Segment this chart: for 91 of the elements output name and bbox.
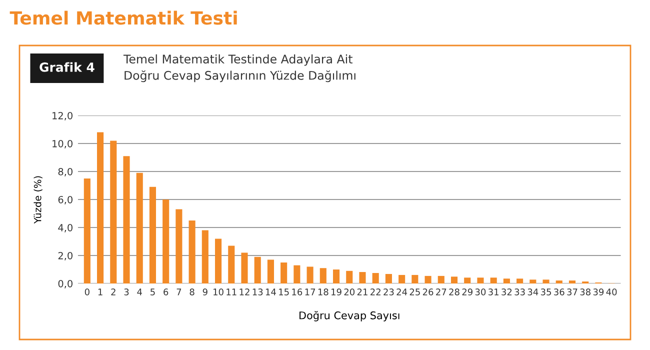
- bar: [228, 246, 235, 284]
- x-tick-label: 9: [202, 288, 208, 296]
- bar: [477, 278, 484, 284]
- bar: [320, 268, 326, 284]
- x-tick-label: 27: [436, 288, 446, 296]
- bar: [542, 280, 550, 284]
- x-tick-label: 1: [98, 288, 102, 296]
- bar: [294, 265, 300, 284]
- x-tick-label: 34: [528, 288, 538, 296]
- bar: [346, 270, 353, 284]
- bar: [464, 278, 471, 284]
- x-tick-label: 13: [252, 288, 263, 296]
- bar: [254, 256, 261, 284]
- x-tick-label: 16: [292, 288, 302, 296]
- x-tick-label: 40: [606, 288, 617, 296]
- x-tick-label: 24: [396, 288, 408, 296]
- bar: [136, 172, 143, 284]
- bar: [110, 140, 117, 284]
- y-tick-label: 4,0: [58, 224, 72, 232]
- x-tick-label: 7: [176, 288, 182, 296]
- x-tick-label: 14: [266, 288, 276, 296]
- x-tick-label: 8: [190, 288, 194, 296]
- x-tick-label: 35: [540, 288, 551, 296]
- bar: [306, 266, 314, 284]
- bar: [202, 230, 208, 284]
- x-tick-label: 17: [305, 288, 316, 296]
- x-tick-label: 10: [214, 288, 224, 296]
- bar: [84, 178, 90, 284]
- bar: [424, 276, 432, 284]
- x-tick-label: 25: [410, 288, 420, 296]
- x-tick-label: 11: [226, 288, 236, 296]
- bar: [267, 260, 274, 284]
- bar: [188, 220, 196, 284]
- y-tick-label: 10,0: [52, 140, 72, 148]
- x-tick-label: 3: [124, 288, 129, 296]
- bar: [516, 278, 524, 284]
- x-tick-label: 18: [318, 288, 328, 296]
- x-tick-label: 33: [514, 288, 525, 296]
- bar: [450, 276, 458, 284]
- x-tick-label: 29: [462, 288, 472, 296]
- x-tick-label: 21: [357, 288, 368, 296]
- x-tick-label: 32: [502, 288, 512, 296]
- x-tick-label: 30: [475, 288, 486, 296]
- x-axis-title: Doğru Cevap Sayısı: [300, 310, 400, 322]
- bar: [438, 276, 444, 284]
- bar: [530, 280, 536, 284]
- bar: [503, 278, 510, 284]
- y-tick-label: 12,0: [52, 112, 72, 120]
- x-tick-label: 15: [279, 288, 289, 296]
- bar: [556, 280, 562, 284]
- x-tick-label: 22: [370, 288, 380, 296]
- x-tick-label: 19: [332, 288, 342, 296]
- y-tick-label: 2,0: [58, 252, 72, 260]
- x-tick-label: 23: [384, 288, 394, 296]
- y-tick-label: 6,0: [58, 196, 72, 204]
- x-tick-label: 26: [422, 288, 434, 296]
- x-tick-label: 5: [150, 288, 155, 296]
- bar: [490, 278, 497, 284]
- bar: [149, 186, 156, 284]
- x-tick-label: 38: [580, 288, 590, 296]
- bar: [280, 262, 288, 284]
- y-tick-label: 8,0: [58, 168, 72, 176]
- bar: [568, 280, 576, 284]
- x-tick-label: 12: [240, 288, 250, 296]
- bar: [359, 272, 366, 284]
- y-tick-label: 0,0: [58, 280, 72, 288]
- x-tick-label: 31: [488, 288, 498, 296]
- x-tick-label: 36: [554, 288, 564, 296]
- x-tick-label: 4: [137, 288, 142, 296]
- bar: [162, 200, 170, 284]
- x-tick-label: 20: [344, 288, 355, 296]
- bar: [123, 156, 130, 284]
- x-tick-label: 0: [84, 288, 90, 296]
- bar: [176, 209, 182, 284]
- x-tick-label: 37: [567, 288, 578, 296]
- x-tick-label: 39: [593, 288, 604, 296]
- bar: [412, 274, 418, 284]
- bar: [215, 238, 222, 284]
- chart-subtitle: Temel Matematik Testinde Adaylara Ait Doğru Cevap Sayılarının Yüzde Dağılımı: [123, 54, 356, 82]
- bar: [372, 273, 379, 284]
- bar: [332, 270, 340, 284]
- bar: [97, 132, 104, 284]
- x-tick-label: 6: [164, 288, 168, 296]
- y-axis-title: Yüzde (%): [34, 176, 42, 224]
- x-tick-label: 2: [111, 288, 116, 296]
- bar: [385, 274, 392, 284]
- chart-title: Temel Matematik Testi: [10, 10, 237, 25]
- x-tick-label: 28: [449, 288, 460, 296]
- text: Grafik 4: [40, 62, 94, 72]
- bar: [241, 252, 248, 284]
- bar: [398, 274, 406, 284]
